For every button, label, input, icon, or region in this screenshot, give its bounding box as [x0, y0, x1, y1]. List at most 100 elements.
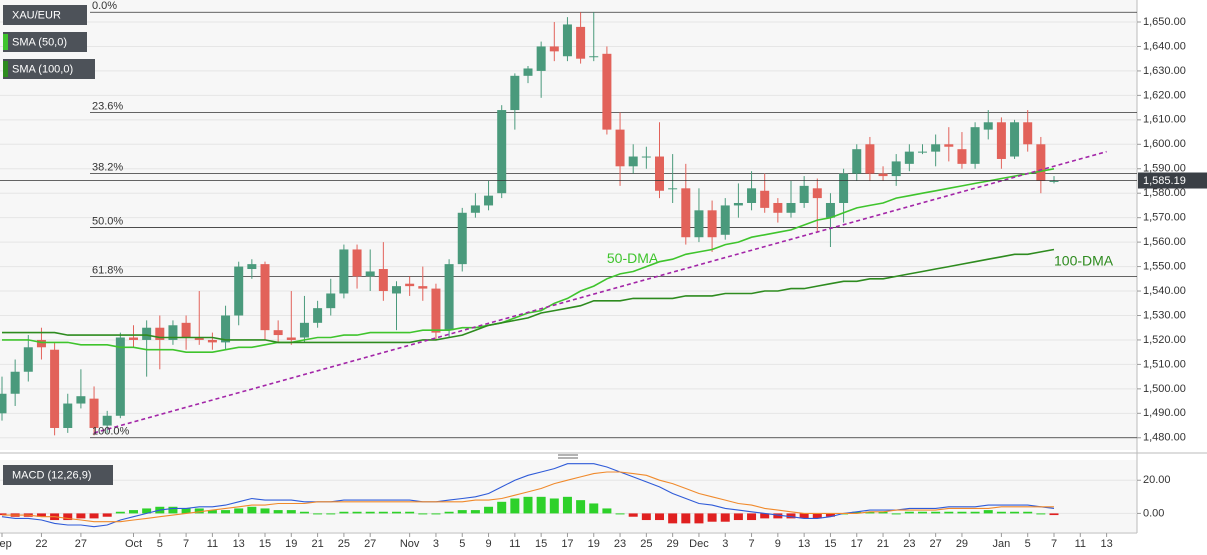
candle-body [23, 347, 33, 372]
fib-label: 50.0% [92, 215, 123, 227]
x-tick-label: 19 [588, 538, 600, 550]
macd-hist-bar [221, 510, 231, 514]
macd-hist-bar [286, 510, 296, 514]
candle-body [891, 161, 901, 177]
candle-body [510, 75, 520, 111]
price-plot-bg [0, 0, 1137, 450]
candle-body [129, 337, 138, 340]
candle-body [760, 190, 770, 208]
legend-box[interactable] [3, 59, 95, 79]
macd-hist-bar [313, 513, 323, 515]
y-tick-label: 1,500.00 [1143, 383, 1186, 395]
x-tick-label: 15 [259, 538, 271, 550]
candle-body [457, 212, 467, 265]
candle-body [733, 202, 743, 206]
candle-body [878, 173, 888, 177]
macd-hist-bar [668, 513, 678, 524]
y-tick-label: 1,540.00 [1143, 285, 1186, 297]
candle-body [207, 339, 217, 343]
fib-label: 61.8% [92, 264, 123, 276]
macd-hist-bar [562, 496, 572, 514]
candle-body [405, 283, 415, 287]
candle-body [668, 188, 678, 190]
candle-body [918, 151, 927, 153]
y-tick-label: 1,520.00 [1143, 334, 1186, 346]
y-tick-label: 1,600.00 [1143, 138, 1186, 150]
macd-hist-bar [418, 513, 428, 515]
x-tick-label: 15 [824, 538, 836, 550]
sma-line [2, 248, 1055, 344]
x-tick-label: 17 [561, 538, 573, 550]
x-tick-label: Jan [993, 538, 1011, 550]
macd-hist-bar [812, 513, 822, 519]
macd-hist-bar [115, 511, 125, 514]
last-price-label: 1,585.19 [1143, 175, 1186, 187]
macd-hist-bar [339, 511, 349, 514]
candle-body [181, 322, 191, 338]
x-tick-label: 21 [877, 538, 889, 550]
legend-box[interactable] [3, 5, 87, 25]
y-tick-label: 1,620.00 [1143, 89, 1186, 101]
macd-hist-bar [918, 511, 927, 514]
x-tick-label: 27 [930, 538, 942, 550]
macd-hist-bar [207, 510, 217, 514]
annotation: 100-DMA [1054, 252, 1114, 268]
y-tick-label: 20.00 [1143, 474, 1171, 486]
candle-body [444, 264, 454, 331]
candle-body [418, 286, 428, 289]
candle-body [812, 188, 822, 199]
candle-body [339, 249, 349, 294]
macd-hist-bar [89, 513, 99, 519]
macd-hist-bar [392, 511, 401, 514]
legend-box[interactable] [3, 465, 113, 485]
macd-hist-bar [957, 511, 967, 514]
macd-hist-bar [681, 513, 691, 524]
candle-body [10, 371, 20, 394]
macd-hist-bar [944, 511, 954, 514]
x-tick-label: 25 [338, 538, 350, 550]
y-tick-label: 1,530.00 [1143, 309, 1186, 321]
macd-hist-bar [129, 510, 138, 514]
fib-label: 23.6% [92, 100, 123, 112]
macd-hist-bar [1036, 513, 1046, 515]
x-tick-label: 29 [956, 538, 968, 550]
macd-hist-bar [326, 513, 336, 515]
macd-hist-bar [273, 510, 283, 514]
macd-hist-bar [1049, 513, 1059, 516]
macd-hist-bar [260, 508, 270, 514]
fib-label: 100.0% [92, 426, 130, 438]
y-tick-label: 1,590.00 [1143, 163, 1186, 175]
x-tick-label: 5 [1025, 538, 1031, 550]
macd-hist-bar [694, 513, 704, 524]
candle-body [628, 156, 638, 167]
candle-body [615, 129, 625, 167]
candle-body [299, 322, 309, 338]
x-tick-label: 21 [311, 538, 323, 550]
candle-body [378, 269, 388, 292]
x-tick-label: 7 [1051, 538, 1057, 550]
candle-body [747, 188, 757, 203]
candle-body [352, 249, 362, 277]
x-tick-label: 3 [722, 538, 728, 550]
y-tick-label: 1,630.00 [1143, 65, 1186, 77]
candle-body [102, 415, 112, 426]
overlay: 0.0% 23.6% 38.2% 50.0% 61.8% 100.0% 50-DMA 100-… [92, 0, 1207, 438]
candle-body [931, 144, 941, 152]
macd-hist-bar [168, 506, 178, 514]
macd-hist-bar [497, 501, 507, 514]
legend-item: XAU/EUR [12, 9, 61, 21]
candle-body [286, 337, 296, 340]
y-tick-label: 1,570.00 [1143, 212, 1186, 224]
macd-hist-bar [760, 513, 770, 519]
x-tick-label: 7 [183, 538, 189, 550]
candle-body [983, 122, 993, 130]
x-tick-label: 7 [748, 538, 754, 550]
y-tick-label: 1,490.00 [1143, 407, 1186, 419]
x-tick-label: 23 [614, 538, 626, 550]
candle-body [970, 127, 980, 164]
macd-hist-bar [234, 508, 244, 514]
legend-box[interactable] [3, 32, 87, 52]
candle-body [944, 144, 954, 147]
candle-body [89, 398, 99, 428]
drag-handle[interactable] [558, 454, 578, 459]
